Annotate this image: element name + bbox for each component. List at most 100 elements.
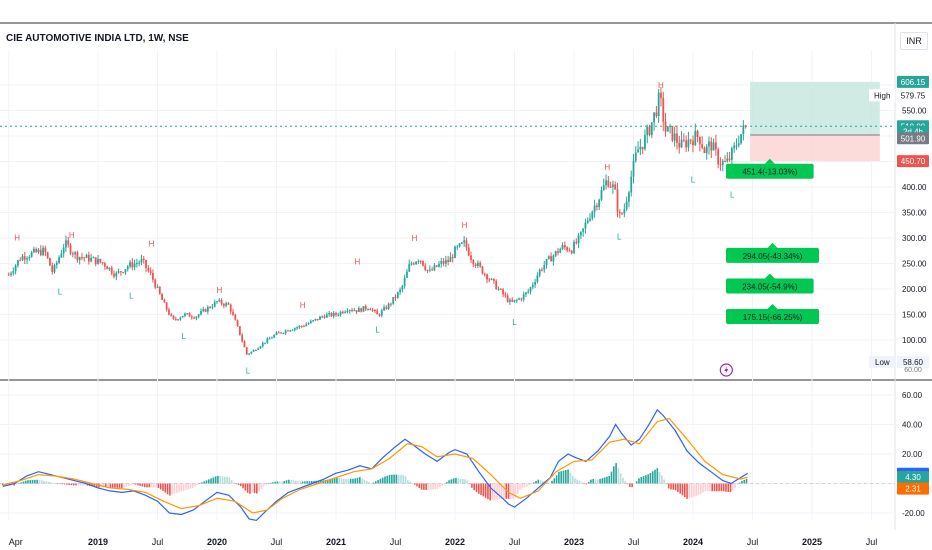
swing-low-marker: L [181, 332, 186, 341]
histogram-bar [130, 483, 132, 486]
candle-body [541, 269, 543, 271]
histogram-bar [333, 478, 336, 484]
candle-body [158, 286, 161, 294]
candle-body [174, 318, 177, 320]
price-badge [897, 75, 929, 88]
lightning-icon[interactable] [719, 363, 733, 377]
histogram-bar [542, 480, 544, 484]
histogram-bar [84, 483, 86, 486]
candle-body [511, 299, 514, 302]
time-axis-tick: Jul [628, 537, 640, 547]
candle-body [520, 298, 523, 300]
candle-body [563, 244, 566, 248]
histogram-bar [674, 483, 677, 491]
candle-body [559, 249, 562, 253]
candle-body [639, 146, 642, 150]
histogram-bar [686, 483, 688, 499]
histogram-bar [491, 483, 494, 501]
histogram-bar [370, 483, 373, 484]
histogram-bar [599, 478, 601, 484]
profit-zone[interactable] [750, 81, 880, 136]
histogram-bar [617, 468, 620, 484]
price-badge-text: 606.15 [901, 78, 926, 87]
candles [7, 87, 747, 356]
histogram-bar [256, 483, 258, 494]
histogram-bar [587, 481, 590, 484]
candle-body [293, 328, 296, 330]
candle-body [312, 320, 315, 322]
candle-body [346, 311, 349, 313]
histogram-bar [510, 483, 512, 499]
histogram-bar [340, 478, 343, 484]
target-label[interactable]: 175.15(-66.25%) [726, 304, 819, 325]
histogram-bar [436, 483, 439, 489]
histogram-bar [363, 479, 366, 484]
candle-body [238, 326, 241, 335]
currency-button[interactable]: INR [900, 32, 928, 50]
histogram-bar [418, 483, 421, 488]
time-axis-tick: 2019 [88, 537, 108, 547]
target-label[interactable]: 234.05(-54.9%) [726, 273, 814, 294]
histogram-bar [537, 479, 540, 484]
histogram-bar [294, 480, 297, 484]
candle-body [545, 258, 548, 266]
histogram-bar [127, 483, 130, 487]
histogram-bar [528, 483, 530, 486]
histogram-bar [615, 463, 617, 484]
candle-body [568, 250, 571, 252]
histogram-bar [114, 483, 116, 488]
histogram-bar [649, 472, 652, 484]
histogram-bar [134, 483, 137, 485]
candle-body [12, 271, 15, 274]
high-label-bg [869, 89, 895, 102]
histogram-bar [690, 483, 693, 498]
candle-body [561, 244, 564, 250]
low-label-bg [869, 356, 895, 368]
candle-body [291, 329, 294, 331]
target-label[interactable]: 294.05(-43.34%) [726, 242, 819, 263]
candle-body [531, 284, 534, 288]
histogram-bar [734, 483, 736, 488]
candle-body [605, 180, 607, 186]
candle-body [76, 252, 79, 261]
histogram-bar [512, 483, 514, 499]
candle-body [591, 211, 594, 219]
histogram-bar [663, 479, 665, 484]
histogram-bar [736, 483, 739, 486]
candle-body [307, 323, 310, 325]
candle-body [316, 318, 319, 320]
histogram-bar [464, 479, 466, 484]
candle-body [200, 311, 202, 315]
candle-body [277, 332, 280, 334]
histogram-bar [471, 483, 473, 488]
time-axis-tick: 2022 [445, 537, 465, 547]
candle-body [179, 317, 182, 320]
histogram-bar [272, 482, 274, 484]
histogram-bar [532, 482, 535, 484]
histogram-bar [290, 480, 292, 484]
candle-body [595, 205, 598, 208]
candle-body [628, 192, 630, 202]
candle-body [243, 341, 246, 348]
loss-zone[interactable] [750, 135, 880, 162]
candle-body [671, 126, 674, 141]
histogram-bar [169, 483, 171, 496]
candle-body [232, 311, 234, 315]
histogram-bar [619, 473, 622, 484]
histogram-bar [400, 474, 402, 484]
candle-body [213, 301, 216, 307]
swing-low-marker: L [691, 175, 696, 184]
target-label[interactable]: 451.4(-13.03%) [726, 158, 814, 179]
histogram-bar [487, 483, 489, 500]
candle-body [319, 316, 321, 320]
histogram-bar [301, 481, 304, 484]
time-axis-tick: 2023 [564, 537, 584, 547]
histogram-bar [372, 482, 375, 484]
macd-axis-tick: 20.00 [902, 450, 923, 459]
candle-body [655, 112, 658, 117]
histogram-bar [304, 481, 306, 484]
histogram-bar [349, 478, 352, 484]
candle-body [129, 262, 131, 267]
